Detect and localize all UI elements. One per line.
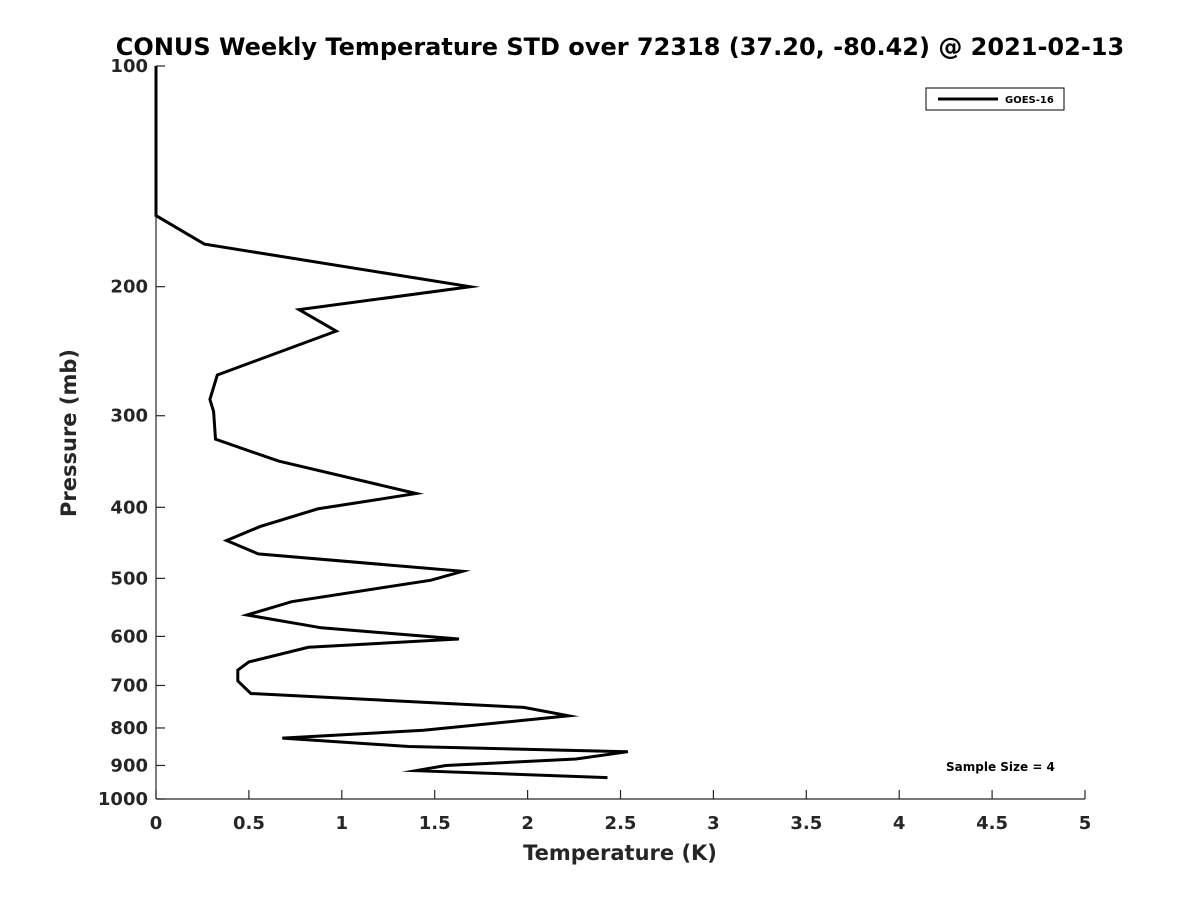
sample-size-annotation: Sample Size = 4 (946, 760, 1055, 774)
x-tick-label: 2 (521, 813, 534, 834)
x-tick-label: 4 (893, 813, 906, 834)
y-tick-label: 1000 (98, 789, 148, 810)
y-tick-label: 900 (110, 755, 148, 776)
y-tick-label: 800 (110, 718, 148, 739)
axes (155, 66, 1085, 800)
y-tick-label: 300 (110, 406, 148, 427)
series-line-goes-16 (154, 66, 629, 780)
y-tick-label: 200 (110, 277, 148, 298)
chart-title: CONUS Weekly Temperature STD over 72318 … (116, 33, 1124, 61)
y-tick-label: 100 (110, 56, 148, 77)
x-tick-label: 1.5 (419, 813, 451, 834)
y-tick-label: 500 (110, 568, 148, 589)
x-tick-label: 4.5 (976, 813, 1008, 834)
y-tick-label: 400 (110, 497, 148, 518)
x-tick-label: 3 (707, 813, 720, 834)
x-tick-label: 0 (150, 813, 163, 834)
legend: GOES-16 (925, 87, 1065, 111)
x-tick-label: 0.5 (233, 813, 265, 834)
x-tick-label: 3.5 (790, 813, 822, 834)
x-tick-label: 5 (1079, 813, 1092, 834)
y-tick-label: 700 (110, 675, 148, 696)
series-layer (154, 66, 629, 780)
y-tick-label: 600 (110, 626, 148, 647)
legend-label-goes-16: GOES-16 (1005, 95, 1054, 106)
y-axis-label: Pressure (mb) (57, 349, 81, 517)
x-ticks: 0 0.5 1 1.5 2 2.5 3 3.5 4 4.5 5 (150, 790, 1092, 834)
x-tick-label: 2.5 (605, 813, 637, 834)
x-axis-label: Temperature (K) (523, 841, 717, 865)
y-ticks: 100 200 300 400 500 600 700 800 900 1000 (98, 56, 165, 810)
x-tick-label: 1 (336, 813, 349, 834)
